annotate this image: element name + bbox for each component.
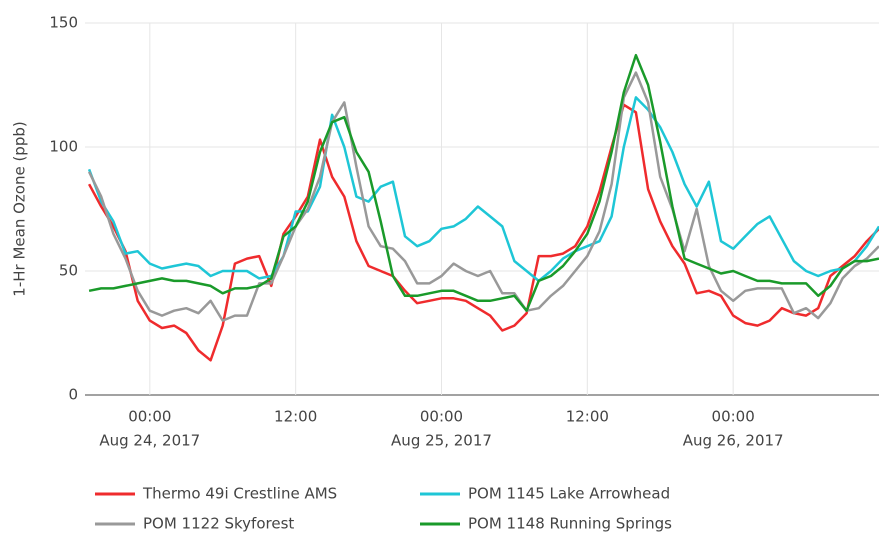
legend-label: POM 1122 Skyforest xyxy=(143,515,294,533)
x-tick-label: 12:00 xyxy=(274,408,317,426)
x-tick-date: Aug 25, 2017 xyxy=(391,432,492,450)
legend-label: POM 1148 Running Springs xyxy=(468,515,672,533)
y-tick-label: 100 xyxy=(49,138,78,156)
legend-label: POM 1145 Lake Arrowhead xyxy=(468,485,670,503)
data-line xyxy=(88,53,879,312)
y-tick-label: 0 xyxy=(68,386,78,404)
y-tick-label: 150 xyxy=(49,14,78,32)
y-tick-label: 50 xyxy=(59,262,78,280)
data-line xyxy=(87,96,879,283)
x-tick-date: Aug 26, 2017 xyxy=(683,432,784,450)
x-tick-label: 00:00 xyxy=(128,408,171,426)
y-axis-label: 1-Hr Mean Ozone (ppb) xyxy=(11,121,29,296)
data-line xyxy=(87,71,879,322)
x-tick-label: 00:00 xyxy=(420,408,463,426)
x-tick-label: 12:00 xyxy=(566,408,609,426)
x-tick-date: Aug 24, 2017 xyxy=(99,432,200,450)
data-line xyxy=(88,103,879,362)
x-tick-label: 00:00 xyxy=(712,408,755,426)
legend-label: Thermo 49i Crestline AMS xyxy=(142,485,337,503)
